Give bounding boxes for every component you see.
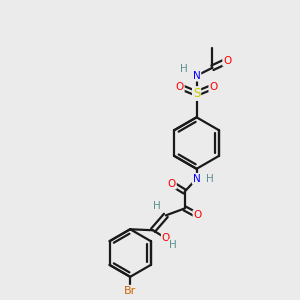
Text: N: N bbox=[193, 71, 200, 81]
Text: H: H bbox=[169, 240, 177, 250]
Text: O: O bbox=[223, 56, 231, 66]
Text: H: H bbox=[206, 174, 213, 184]
Text: Br: Br bbox=[124, 286, 136, 296]
Text: O: O bbox=[176, 82, 184, 92]
Text: O: O bbox=[162, 233, 170, 243]
Text: H: H bbox=[153, 202, 161, 212]
Text: O: O bbox=[168, 179, 176, 189]
Text: S: S bbox=[193, 87, 200, 100]
Text: O: O bbox=[194, 210, 202, 220]
Text: H: H bbox=[180, 64, 188, 74]
Text: N: N bbox=[193, 174, 200, 184]
Text: O: O bbox=[209, 82, 217, 92]
